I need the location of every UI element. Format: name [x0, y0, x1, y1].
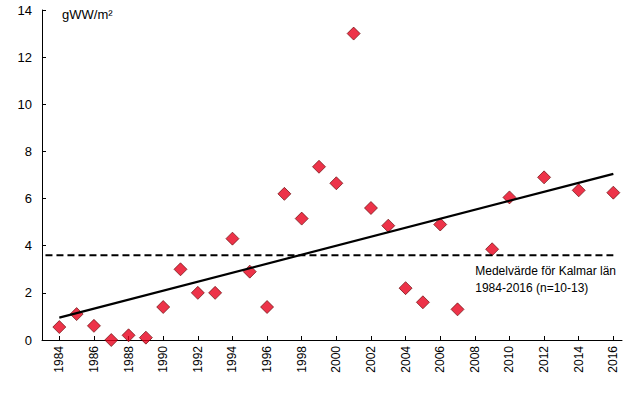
svg-text:4: 4	[25, 238, 32, 253]
svg-text:14: 14	[18, 3, 32, 18]
svg-text:1994: 1994	[225, 346, 239, 373]
svg-text:1990: 1990	[156, 346, 170, 373]
svg-text:6: 6	[25, 191, 32, 206]
svg-text:2010: 2010	[502, 346, 516, 373]
svg-text:2004: 2004	[399, 346, 413, 373]
svg-text:1988: 1988	[122, 346, 136, 373]
svg-text:2016: 2016	[606, 346, 620, 373]
svg-text:2002: 2002	[364, 346, 378, 373]
svg-text:gWW/m²: gWW/m²	[62, 7, 113, 22]
svg-text:1984: 1984	[52, 346, 66, 373]
svg-text:Medelvärde för Kalmar län: Medelvärde för Kalmar län	[475, 264, 616, 278]
svg-text:0: 0	[25, 333, 32, 348]
svg-text:2: 2	[25, 285, 32, 300]
svg-text:2014: 2014	[572, 346, 586, 373]
svg-text:2000: 2000	[329, 346, 343, 373]
svg-text:1998: 1998	[295, 346, 309, 373]
svg-text:2006: 2006	[433, 346, 447, 373]
svg-text:1986: 1986	[87, 346, 101, 373]
svg-text:2012: 2012	[537, 346, 551, 373]
svg-text:1996: 1996	[260, 346, 274, 373]
svg-text:2008: 2008	[468, 346, 482, 373]
svg-text:8: 8	[25, 144, 32, 159]
svg-text:1992: 1992	[191, 346, 205, 373]
svg-text:10: 10	[18, 97, 32, 112]
svg-text:12: 12	[18, 50, 32, 65]
svg-text:1984-2016 (n=10-13): 1984-2016 (n=10-13)	[475, 281, 588, 295]
